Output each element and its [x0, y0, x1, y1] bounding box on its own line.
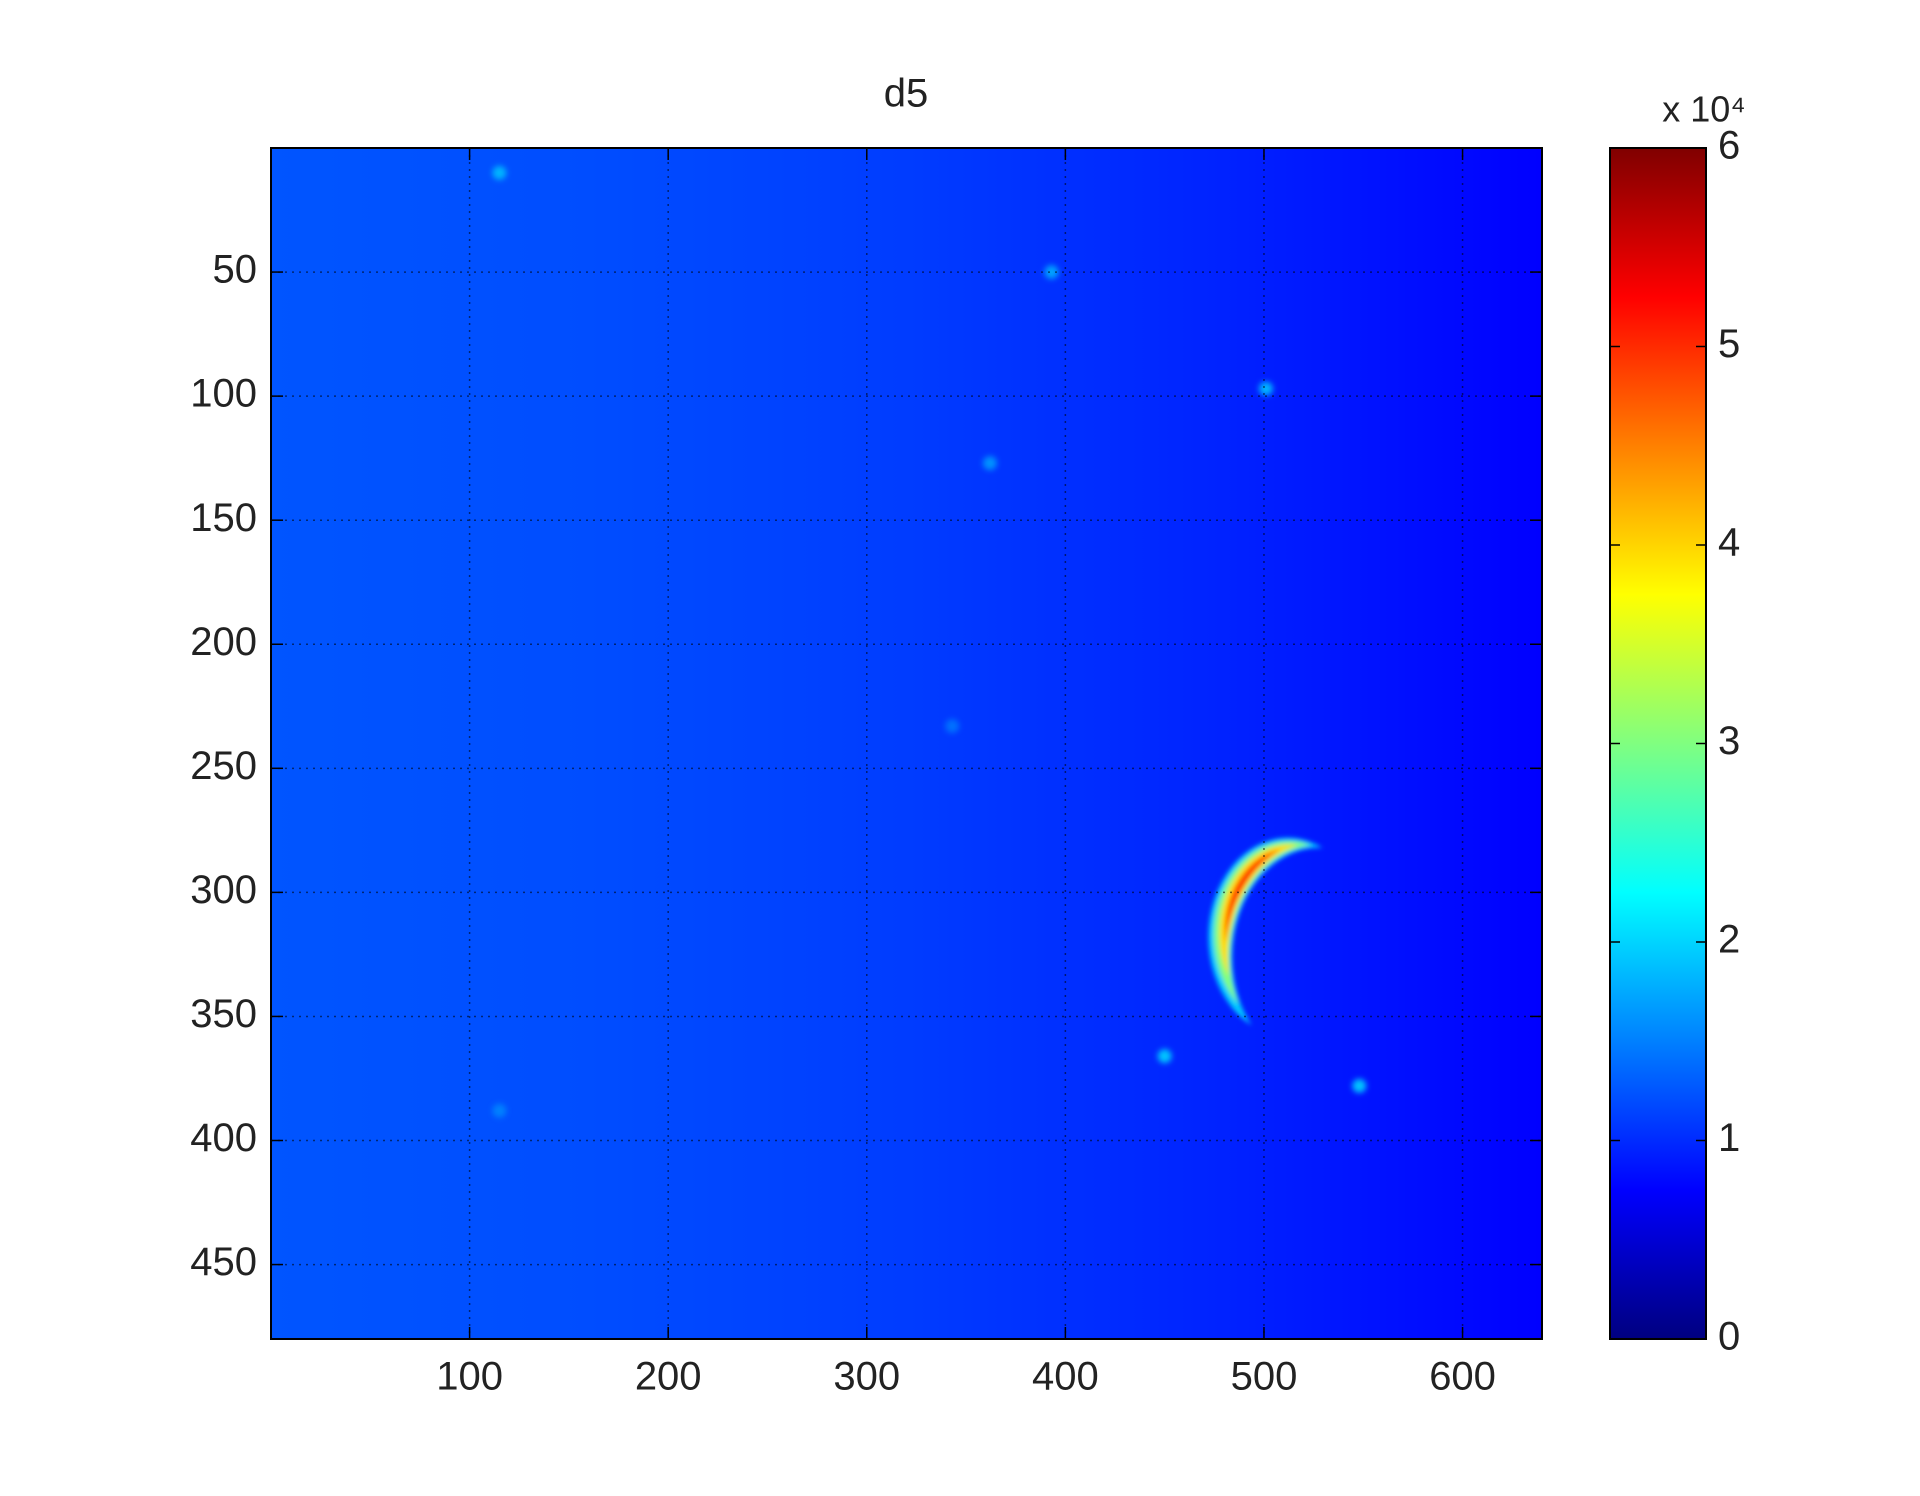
y-tick-label: 200: [190, 620, 257, 664]
colorbar-tick-label: 4: [1718, 521, 1740, 565]
y-tick-label: 400: [190, 1116, 257, 1160]
image-background: [271, 148, 1542, 1339]
y-tick-label: 350: [190, 992, 257, 1036]
spot: [945, 719, 960, 734]
spot: [982, 456, 997, 471]
colorbar-tick-label: 1: [1718, 1116, 1740, 1160]
image-layer: [492, 165, 1368, 1118]
y-tick-label: 300: [190, 868, 257, 912]
spot: [1352, 1078, 1367, 1093]
x-tick-label: 100: [436, 1355, 503, 1399]
spot: [492, 1103, 507, 1118]
y-tick-label: 50: [213, 248, 258, 292]
colorbar-tick-label: 2: [1718, 918, 1740, 962]
colorbar: [1609, 147, 1707, 1340]
x-tick-label: 300: [833, 1355, 900, 1399]
y-tick-label: 100: [190, 372, 257, 416]
spot: [1157, 1049, 1172, 1064]
x-tick-label: 400: [1032, 1355, 1099, 1399]
colorbar-label: x 10⁴: [1662, 89, 1746, 130]
y-tick-label: 250: [190, 744, 257, 788]
crescent-level: [1230, 851, 1355, 1007]
colorbar-tick-label: 6: [1718, 124, 1740, 168]
chart-title: d5: [884, 72, 929, 116]
colorbar-tick-label: 3: [1718, 719, 1740, 763]
x-tick-label: 500: [1231, 1355, 1298, 1399]
x-tick-label: 200: [635, 1355, 702, 1399]
y-tick-label: 450: [190, 1240, 257, 1284]
spot: [1044, 265, 1059, 280]
plot-frame: [270, 147, 1543, 1340]
colorbar-tick-label: 0: [1718, 1315, 1740, 1359]
crescent: [1208, 837, 1368, 1037]
spot: [492, 165, 507, 180]
colorbar-tick-label: 5: [1718, 322, 1740, 366]
x-tick-label: 600: [1429, 1355, 1496, 1399]
y-tick-label: 150: [190, 496, 257, 540]
spot: [1258, 381, 1273, 396]
